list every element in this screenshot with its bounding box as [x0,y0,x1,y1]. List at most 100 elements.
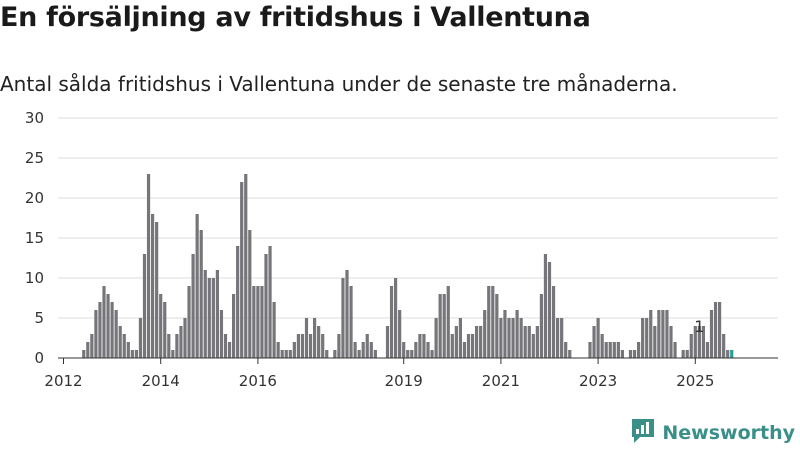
y-tick-label: 0 [34,349,44,367]
x-tick-label: 2023 [579,372,617,390]
bar [223,334,228,358]
bar [462,342,467,358]
bar [252,286,256,358]
bar [470,334,475,358]
bar [167,334,171,358]
y-tick-label: 15 [25,229,44,247]
bar [414,342,418,358]
bar [90,334,94,358]
bar [337,334,341,358]
bar [535,326,539,358]
bar [240,182,244,358]
bar [114,310,118,358]
grid: 0 5 10 15 20 25 30 [25,109,778,367]
bar [705,342,710,358]
bar [515,310,519,358]
bar [106,294,110,358]
bar [693,326,697,358]
chart-title: En försäljning av fritidshus i Vallentun… [0,2,591,33]
axes: 2012 2014 2016 2019 2021 2023 2025 [44,357,778,390]
bar [718,302,722,358]
bar [118,326,122,358]
bar [406,350,410,358]
bar [519,318,523,358]
bar [604,342,608,358]
bar [349,286,353,358]
bar [110,302,114,358]
y-tick-label: 20 [25,189,44,207]
bar [304,318,309,358]
bar [628,350,633,358]
bar [438,294,442,358]
bar [195,214,199,358]
bar [600,334,604,358]
chart-subtitle: Antal sålda fritidshus i Vallentuna unde… [0,72,678,96]
bar [483,310,487,358]
bar [151,214,155,358]
bar [272,302,276,358]
bar [179,326,183,358]
bar [434,318,438,358]
bar [588,342,592,358]
bar [365,334,369,358]
bar [134,350,138,358]
bar [612,342,616,358]
bar [499,318,503,358]
bar [689,334,693,358]
bar [248,230,252,358]
bar [130,350,134,358]
bar [385,326,390,358]
bar [244,174,248,358]
bar [531,334,535,358]
bar [410,350,414,358]
x-tick-label: 2025 [676,372,714,390]
bar [313,318,317,358]
bar [203,270,207,358]
bar [632,350,637,358]
bar [430,350,434,358]
bar [308,334,313,358]
bar [142,254,147,358]
bar [276,342,280,358]
bar [556,318,560,358]
bar [450,334,454,358]
x-tick-label: 2012 [44,372,82,390]
x-tick-label: 2014 [142,372,180,390]
bar [701,326,705,358]
bar [592,326,596,358]
bar [94,310,98,358]
bar [446,286,450,358]
brand-name: Newsworthy [662,422,795,444]
bar [369,342,373,358]
bar [361,342,365,358]
bar [616,342,620,358]
bar [673,342,677,358]
bar [171,350,175,358]
bar [126,342,130,358]
bar [641,318,645,358]
bar [317,326,321,358]
y-tick-label: 25 [25,149,44,167]
bar [560,318,564,358]
bar [268,246,272,358]
bar [219,310,224,358]
bar [373,350,377,358]
bar [256,286,260,358]
bar [620,350,624,358]
bar [479,326,483,358]
bar [442,294,446,358]
bar [568,350,572,358]
bar [82,350,86,358]
bar [669,326,673,358]
bar [487,286,491,358]
bar-series [82,174,734,358]
bar [564,342,568,358]
bar [288,350,292,358]
bar [422,334,426,358]
newsworthy-logo: Newsworthy [630,418,795,448]
last-value-annotation: 1 [694,317,704,336]
bar [300,334,305,358]
bar [211,278,215,358]
bar [260,286,264,358]
bar [418,334,422,358]
